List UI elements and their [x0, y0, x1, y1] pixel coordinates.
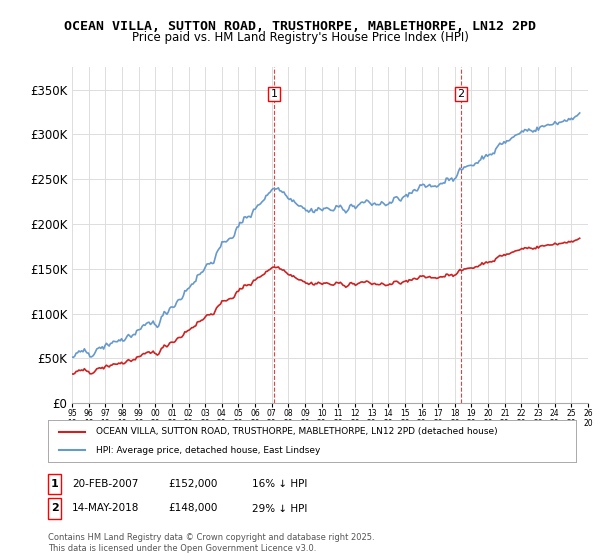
Text: 29% ↓ HPI: 29% ↓ HPI: [252, 503, 307, 514]
Text: 2: 2: [51, 503, 58, 514]
Text: 1: 1: [271, 89, 277, 99]
Text: Contains HM Land Registry data © Crown copyright and database right 2025.
This d: Contains HM Land Registry data © Crown c…: [48, 533, 374, 553]
Text: 20-FEB-2007: 20-FEB-2007: [72, 479, 139, 489]
Text: £148,000: £148,000: [168, 503, 217, 514]
Text: 16% ↓ HPI: 16% ↓ HPI: [252, 479, 307, 489]
Text: 14-MAY-2018: 14-MAY-2018: [72, 503, 139, 514]
Text: 2: 2: [457, 89, 464, 99]
Text: HPI: Average price, detached house, East Lindsey: HPI: Average price, detached house, East…: [95, 446, 320, 455]
Text: OCEAN VILLA, SUTTON ROAD, TRUSTHORPE, MABLETHORPE, LN12 2PD (detached house): OCEAN VILLA, SUTTON ROAD, TRUSTHORPE, MA…: [95, 427, 497, 436]
Text: Price paid vs. HM Land Registry's House Price Index (HPI): Price paid vs. HM Land Registry's House …: [131, 31, 469, 44]
Text: OCEAN VILLA, SUTTON ROAD, TRUSTHORPE, MABLETHORPE, LN12 2PD: OCEAN VILLA, SUTTON ROAD, TRUSTHORPE, MA…: [64, 20, 536, 32]
Text: 1: 1: [51, 479, 58, 489]
Text: £152,000: £152,000: [168, 479, 217, 489]
